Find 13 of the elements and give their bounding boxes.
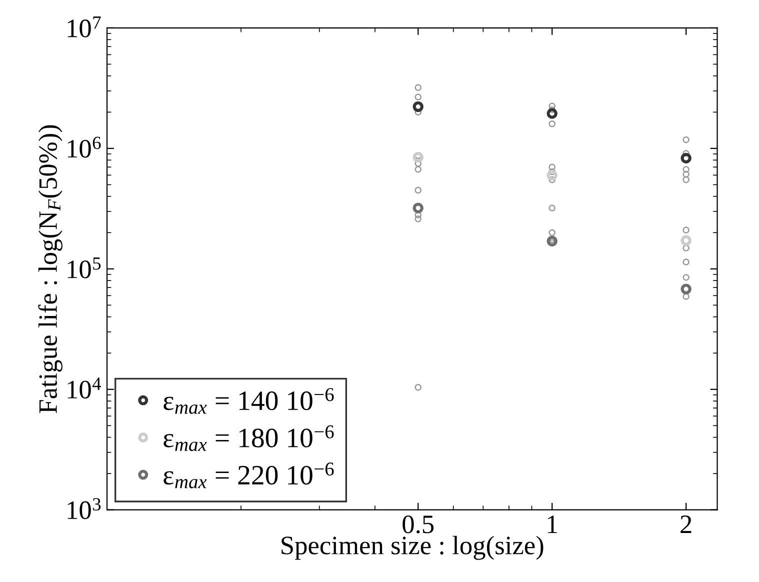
y-tick-label: 10$^{6}$ [68, 136, 101, 158]
y-tick-label: 10$^{5}$ [68, 257, 101, 278]
y-axis-title: Fatigue life : log(N$_{F}$(50%)) [38, 125, 62, 414]
y-tick-label: 10$^{7}$ [68, 16, 101, 38]
legend-label: ε$_{max}$ = 180 10$^{−6}$ [164, 425, 334, 452]
y-tick-label: 10$^{4}$ [68, 378, 102, 399]
x-axis-title: Specimen size : log(size) [282, 536, 544, 560]
y-tick-label: 10$^{3}$ [68, 498, 101, 520]
x-tick-label: 0.5 [402, 515, 434, 534]
x-tick-label: 1 [548, 516, 558, 534]
x-tick-label: 2 [680, 516, 692, 534]
legend-label: ε$_{max}$ = 140 10$^{−6}$ [164, 388, 334, 414]
legend-label: ε$_{max}$ = 220 10$^{−6}$ [164, 462, 334, 488]
